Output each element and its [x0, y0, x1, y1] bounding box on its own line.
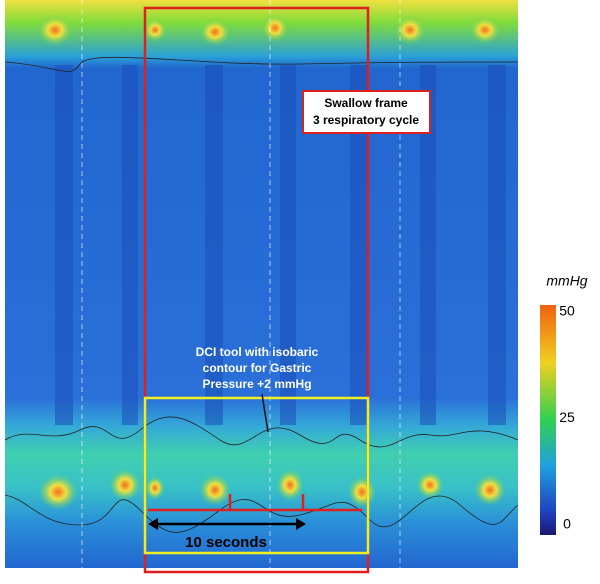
label-box [302, 90, 431, 134]
time-scale: 10 seconds [185, 534, 267, 551]
colorbar-tick-label: 50 [559, 303, 575, 319]
dci-box [143, 396, 370, 555]
colorbar-tick-label: 0 [563, 516, 571, 532]
time-arrow [148, 518, 306, 530]
annotation: 3 respiratory cycle [313, 113, 419, 127]
colorbar-tick-label: 25 [559, 409, 575, 425]
annotation: Swallow frame [324, 96, 408, 110]
pointer [261, 393, 269, 433]
pressure-topography [4, 0, 519, 568]
respiratory-marks [148, 494, 362, 512]
colorbar [540, 305, 556, 535]
annotation: contour for Gastric [203, 361, 312, 375]
colorbar-unit: mmHg [546, 273, 587, 289]
annotation: DCI tool with isobaric [196, 345, 319, 359]
swallow-frame [143, 6, 370, 574]
annotation: Pressure +2 mmHg [202, 377, 311, 391]
